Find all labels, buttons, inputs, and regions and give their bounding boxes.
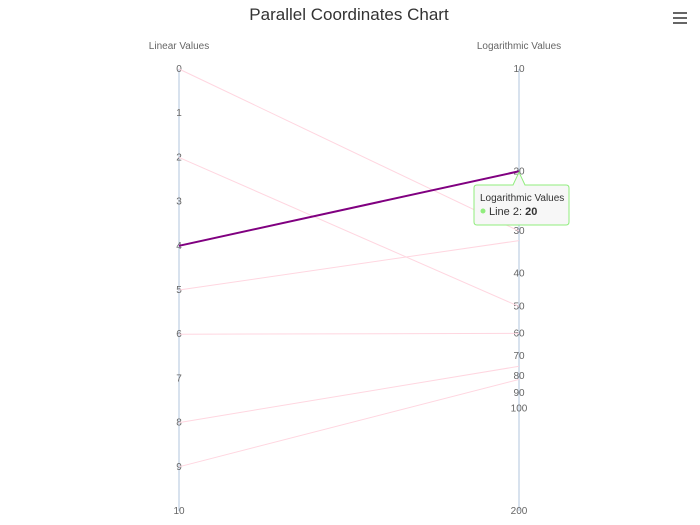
tooltip-series-label: Line 2: (489, 206, 525, 218)
tick-label: 60 (513, 328, 525, 339)
tick-label: 7 (176, 373, 182, 384)
tick-label: 80 (513, 371, 525, 382)
tooltip-header: Logarithmic Values (480, 193, 564, 204)
series-line-5[interactable] (178, 365, 520, 424)
tick-label: 6 (176, 329, 182, 340)
tooltip: Logarithmic Values Line 2: 20 (473, 171, 570, 226)
tick-label: 10 (173, 506, 185, 517)
series-line-3[interactable] (178, 240, 520, 291)
tooltip-entry: Line 2: 20 (489, 206, 537, 218)
tick-label: 1 (176, 108, 182, 119)
chart-menu-button[interactable] (668, 6, 692, 28)
tooltip-series-dot (480, 208, 486, 214)
tick-label: 30 (513, 226, 525, 237)
series-lines (178, 68, 520, 468)
tick-label: 50 (513, 301, 525, 312)
tick-label: 200 (511, 506, 528, 517)
tooltip-box (473, 171, 570, 226)
tick-label: 8 (176, 418, 182, 429)
axis-title-1: Logarithmic Values (477, 41, 561, 52)
tick-label: 40 (513, 269, 525, 280)
tick-label: 90 (513, 388, 525, 399)
series-line-4[interactable] (178, 332, 520, 335)
tick-label: 10 (513, 64, 525, 75)
series-line-2[interactable] (178, 170, 520, 247)
tick-label: 100 (511, 404, 528, 415)
tick-label: 9 (176, 462, 182, 473)
tooltip-value: 20 (525, 206, 537, 218)
chart-title: Parallel Coordinates Chart (249, 5, 449, 24)
highlighted-series (178, 170, 520, 247)
tick-label: 70 (513, 351, 525, 362)
tick-label: 3 (176, 197, 182, 208)
hamburger-menu-icon (673, 12, 687, 24)
series-line-6[interactable] (178, 378, 520, 468)
axis-title-0: Linear Values (149, 41, 209, 52)
series-line-0[interactable] (178, 68, 520, 232)
tick-label: 5 (176, 285, 182, 296)
series-line-1[interactable] (178, 156, 520, 307)
